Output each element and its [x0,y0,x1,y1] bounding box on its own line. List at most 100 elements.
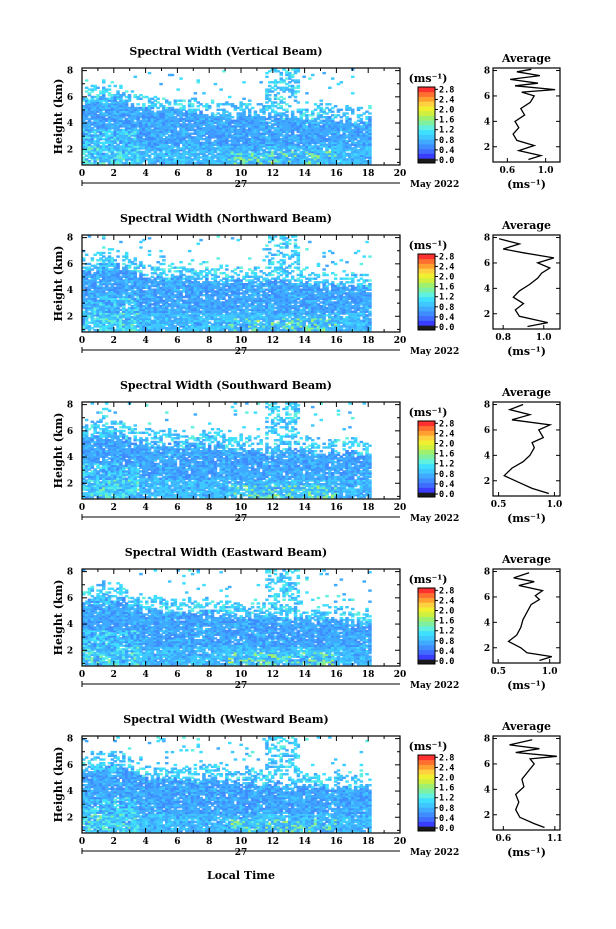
panel-0: Spectral Width (Vertical Beam)0 2 4 6 8 10 12 1… [52,45,560,191]
x-tick-label: 2 [111,837,117,847]
x-tick-label: 10 [235,503,248,513]
date-suffix: May 2022 [410,681,459,691]
colorbar-tick-label: 0.4 [439,480,454,490]
colorbar-tick-label: 0.4 [439,647,454,657]
colorbar-swatch [418,311,435,316]
colorbar-swatch [418,631,435,636]
x-tick-label: 6 [174,837,180,847]
colorbar-swatch [418,636,435,641]
colorbar-swatch [418,149,435,154]
colorbar-label: (ms⁻¹) [409,573,448,586]
colorbar-tick-label: 1.2 [439,627,454,637]
x-tick-label: 4 [142,670,148,680]
panel-title: Spectral Width (Westward Beam) [123,713,328,726]
day-label: 27 [235,347,248,357]
y-tick-label: 6 [67,594,73,604]
colorbar-swatch [418,650,435,655]
y-tick-label: 8 [67,735,73,745]
profile-x-tick-label: 1.0 [538,166,554,176]
colorbar-swatch [418,278,435,283]
y-tick-label: 2 [67,479,73,489]
profile-y-tick-label: 4 [484,451,490,461]
colorbar-swatch [418,655,435,660]
colorbar-swatch [418,798,435,803]
colorbar-label: (ms⁻¹) [409,406,448,419]
colorbar-swatch [418,92,435,97]
colorbar-swatch [418,292,435,297]
colorbar-swatch [418,598,435,603]
colorbar-swatch [418,788,435,793]
x-tick-label: 4 [142,503,148,513]
colorbar-swatch [418,125,435,130]
x-tick-label: 10 [235,670,248,680]
profile-title: Average [501,720,551,733]
profile-x-label: (ms⁻¹) [507,345,546,358]
panel-title: Spectral Width (Southward Beam) [120,379,332,392]
profile-x-tick-label: 1.0 [547,500,563,510]
colorbar-swatch [418,268,435,273]
colorbar-swatch [418,431,435,436]
colorbar-tick-label: 2.0 [439,106,454,116]
colorbar-swatch [418,617,435,622]
x-tick-label: 0 [79,336,85,346]
colorbar-swatch [418,488,435,493]
y-tick-label: 8 [67,401,73,411]
y-tick-label: 4 [67,119,73,129]
colorbar-swatch [418,621,435,626]
profile-x-label: (ms⁻¹) [507,512,546,525]
date-suffix: May 2022 [410,347,459,357]
colorbar-swatch [418,645,435,650]
day-label: 27 [235,681,248,691]
profile-x-tick-label: 1.0 [542,667,558,677]
profile-y-tick-label: 4 [484,785,490,795]
y-tick-label: 4 [67,620,73,630]
y-tick-label: 8 [67,568,73,578]
colorbar-swatch [418,803,435,808]
figure: Spectral Width (Vertical Beam) 0 2 4 6 8 10 12 1… [0,0,616,929]
x-tick-label: 4 [142,169,148,179]
colorbar-tick-label: 0.0 [439,323,454,333]
colorbar-label: (ms⁻¹) [409,72,448,85]
profile-y-tick-label: 6 [484,259,490,269]
x-tick-label: 10 [235,169,248,179]
colorbar-tick-label: 1.6 [439,116,454,126]
x-tick-label: 20 [394,169,407,179]
heatmap-cells [82,68,372,164]
colorbar-swatch [418,139,435,144]
profile-y-tick-label: 6 [484,426,490,436]
x-tick-label: 12 [267,670,280,680]
colorbar-tick-label: 0.4 [439,146,454,156]
colorbar-swatch [418,812,435,817]
heatmap-cells [82,402,372,498]
x-tick-label: 18 [362,837,375,847]
colorbar-tick-label: 1.2 [439,460,454,470]
colorbar-swatch [418,602,435,607]
colorbar-tick-label: 1.2 [439,293,454,303]
profile-y-tick-label: 8 [484,67,490,77]
colorbar-tick-label: 2.4 [439,429,454,439]
y-axis-title: Height (km) [52,79,65,155]
profile-y-tick-label: 8 [484,568,490,578]
y-tick-label: 2 [67,813,73,823]
colorbar-tick-label: 0.0 [439,490,454,500]
y-tick-label: 2 [67,312,73,322]
panel-4: Spectral Width (Westward Beam)0 2 4 6 8 10 12 1… [52,713,563,859]
colorbar-tick-label: 1.2 [439,126,454,136]
colorbar-swatch [418,817,435,822]
x-tick-label: 14 [298,503,311,513]
day-label: 27 [235,514,248,524]
colorbar-tick-label: 1.6 [439,450,454,460]
y-tick-label: 2 [67,145,73,155]
profile-y-tick-label: 2 [484,143,490,153]
date-suffix: May 2022 [410,514,459,524]
colorbar-swatch [418,784,435,789]
colorbar-swatch [418,774,435,779]
x-tick-label: 2 [111,336,117,346]
y-tick-label: 2 [67,646,73,656]
profile-x-tick-label: 1.0 [536,333,552,343]
x-tick-label: 18 [362,670,375,680]
x-tick-label: 20 [394,336,407,346]
colorbar-swatch [418,421,435,426]
panel-3: Spectral Width (Eastward Beam)0 2 4 6 8 10 12 1… [52,546,560,692]
panel-title: Spectral Width (Vertical Beam) [129,45,322,58]
